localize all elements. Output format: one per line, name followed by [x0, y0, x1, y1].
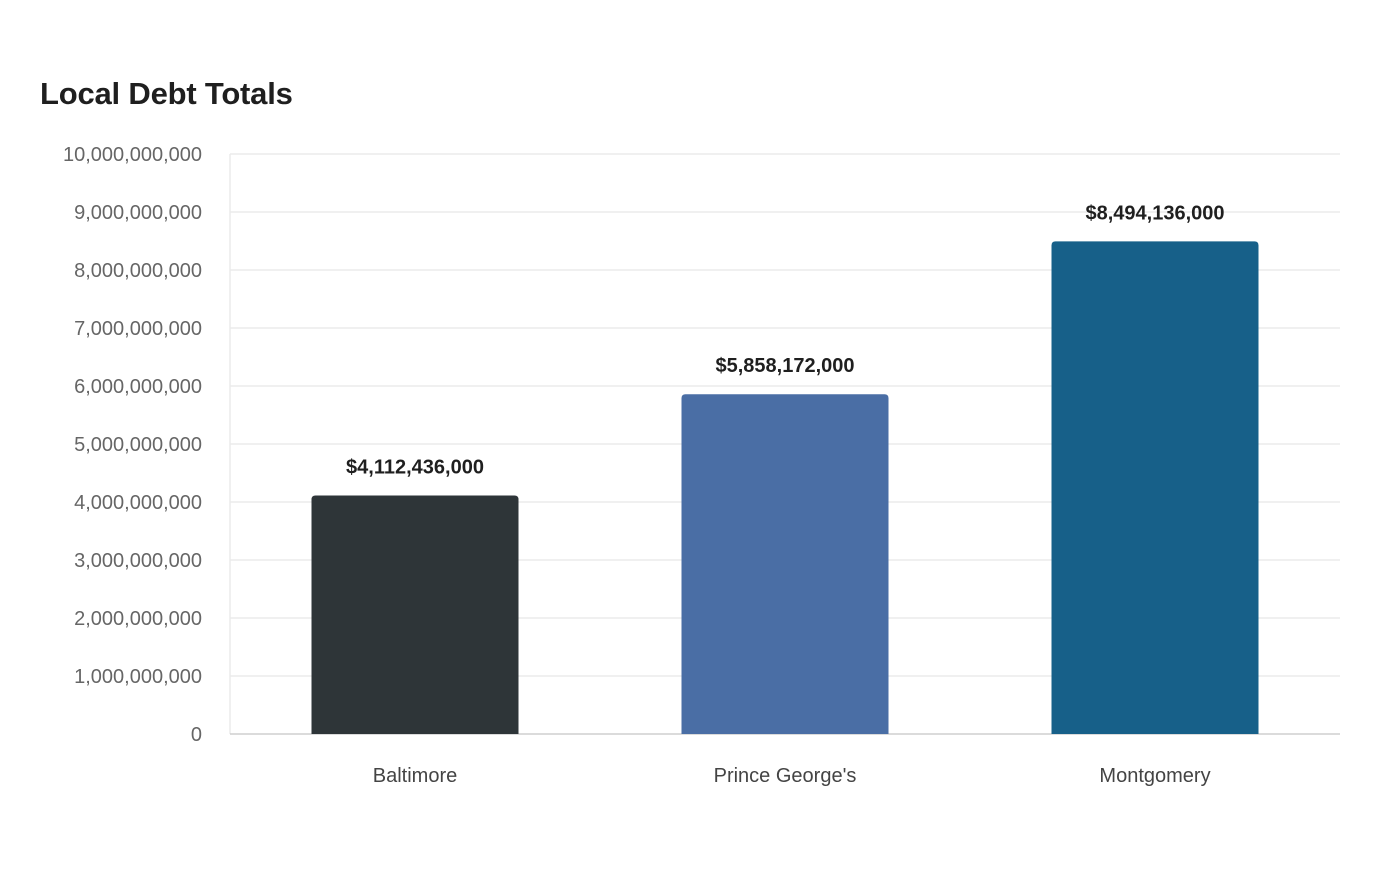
- bar-value-label: $5,858,172,000: [715, 355, 854, 377]
- y-tick-label: 1,000,000,000: [74, 666, 202, 688]
- y-tick-label: 4,000,000,000: [74, 492, 202, 514]
- y-axis-tick-labels: 0 1,000,000,000 2,000,000,000 3,000,000,000…: [63, 144, 202, 746]
- y-tick-label: 0: [191, 724, 202, 746]
- bar-prince-george-s: [681, 394, 889, 734]
- bars: [311, 241, 1259, 734]
- y-tick-label: 3,000,000,000: [74, 550, 202, 572]
- y-tick-label: 5,000,000,000: [74, 434, 202, 456]
- bar-value-label: $4,112,436,000: [346, 456, 484, 478]
- bar-value-label: $8,494,136,000: [1085, 202, 1224, 224]
- y-tick-label: 7,000,000,000: [74, 318, 202, 340]
- bar-montgomery: [1051, 241, 1259, 734]
- y-tick-label: 6,000,000,000: [74, 376, 202, 398]
- x-category-label: Baltimore: [373, 765, 457, 787]
- y-tick-label: 2,000,000,000: [74, 608, 202, 630]
- data-labels: $4,112,436,000 $5,858,172,000 $8,494,136,0…: [346, 202, 1224, 478]
- chart-title: Local Debt Totals: [40, 76, 293, 111]
- x-category-label: Montgomery: [1099, 765, 1210, 787]
- y-tick-label: 8,000,000,000: [74, 260, 202, 282]
- x-category-label: Prince George's: [714, 765, 857, 787]
- y-tick-label: 10,000,000,000: [63, 144, 202, 166]
- y-tick-label: 9,000,000,000: [74, 202, 202, 224]
- bar-baltimore: [311, 495, 519, 734]
- x-axis-category-labels: Baltimore Prince George's Montgomery: [373, 765, 1211, 787]
